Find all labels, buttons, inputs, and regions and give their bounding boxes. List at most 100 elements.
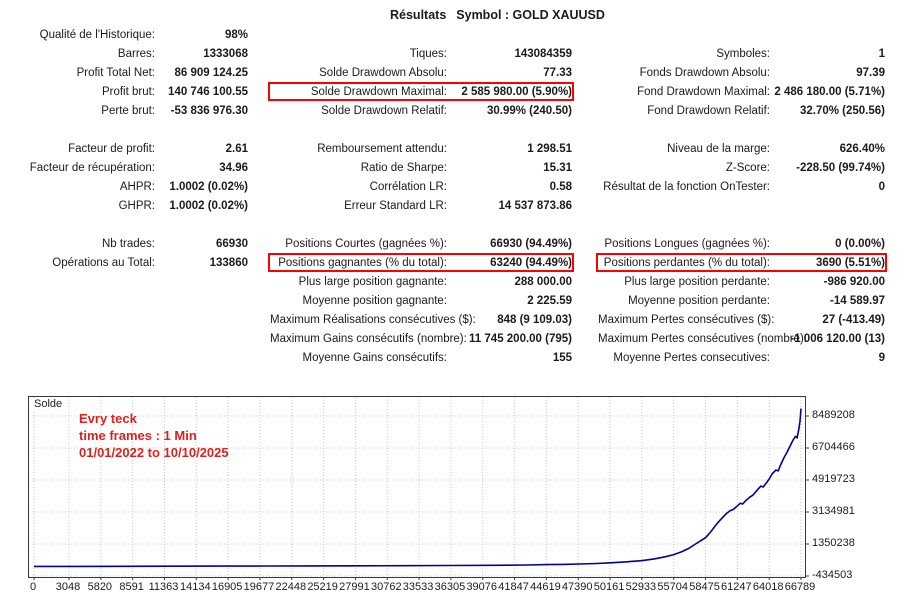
stat-cell: Facteur de récupération: 34.96	[5, 158, 250, 177]
stat-value: 2 225.59	[527, 294, 572, 307]
x-axis-tick-label: 0	[29, 581, 37, 593]
highlighted-stat: Positions gagnantes (% du total): 63240 (…	[268, 253, 574, 272]
stat-label: Positions Longues (gagnées %):	[604, 237, 770, 250]
stat-label: Ratio de Sharpe:	[360, 161, 447, 174]
y-axis-tick-label: -434503	[812, 569, 853, 581]
x-axis-tick-label: 25219	[307, 581, 338, 593]
stats-table: Qualité de l'Historique: 98% Barres: 133306…	[0, 25, 914, 367]
stat-row: Qualité de l'Historique: 98%	[0, 25, 914, 44]
stat-cell: Plus large position gagnante: 288 000.00	[268, 272, 574, 291]
stat-cell: Facteur de profit: 2.61	[5, 139, 250, 158]
stat-value: 1 298.51	[527, 142, 572, 155]
stat-label: Plus large position perdante:	[624, 275, 770, 288]
stat-label: Positions perdantes (% du total):	[603, 256, 770, 269]
stat-label: Positions Courtes (gagnées %):	[285, 237, 447, 250]
balance-line	[34, 408, 802, 568]
stat-value: 77.33	[543, 66, 572, 79]
stat-row: Profit Total Net: 86 909 124.25 Solde Draw…	[0, 63, 914, 82]
stat-value: 86 909 124.25	[174, 66, 248, 79]
stat-value: -1 006 120.00 (13)	[790, 332, 885, 345]
stat-label: Maximum Pertes consécutives ($):	[598, 313, 775, 326]
x-axis-tick-label: 64018	[752, 581, 784, 593]
stat-row: Maximum Gains consécutifs (nombre): 11 74…	[0, 329, 914, 348]
stat-label: Fonds Drawdown Absolu:	[639, 66, 770, 79]
stat-value: 63240 (94.49%)	[490, 256, 572, 269]
stat-value: -228.50 (99.74%)	[796, 161, 885, 174]
stat-label: Fond Drawdown Relatif:	[647, 104, 770, 117]
stat-cell: Maximum Pertes consécutives ($): 27 (-413…	[596, 310, 887, 329]
x-axis-tick-label: 44619	[530, 581, 561, 593]
x-axis-tick-label: 8591	[119, 581, 144, 593]
stat-label: Perte brut:	[101, 104, 155, 117]
x-axis-tick-label: 30762	[370, 581, 402, 593]
stat-label: Solde Drawdown Relatif:	[321, 104, 447, 117]
stat-row: AHPR: 1.0002 (0.02%) Corrélation LR: 0.58 Ré…	[0, 177, 914, 196]
stat-label: Solde Drawdown Maximal:	[310, 85, 447, 98]
stat-value: 27 (-413.49)	[822, 313, 885, 326]
x-axis-tick-label: 11363	[148, 581, 179, 593]
stat-value: 288 000.00	[514, 275, 572, 288]
balance-line-plot	[29, 397, 809, 580]
stat-label: AHPR:	[119, 180, 155, 193]
stat-label: Facteur de profit:	[68, 142, 155, 155]
stat-value: 34.96	[219, 161, 248, 174]
stat-cell: Qualité de l'Historique: 98%	[5, 25, 250, 44]
x-axis-tick-label: 33533	[402, 581, 434, 593]
stat-spacer	[0, 215, 914, 234]
stat-label: Moyenne Gains consécutifs:	[302, 351, 447, 364]
stat-value: 2.61	[225, 142, 248, 155]
stat-cell: Positions Longues (gagnées %): 0 (0.00%)	[596, 234, 887, 253]
stat-label: Maximum Gains consécutifs (nombre):	[270, 332, 467, 345]
stat-value: 2 486 180.00 (5.71%)	[774, 85, 885, 98]
stat-value: 0.58	[549, 180, 572, 193]
stat-cell: Moyenne position perdante: -14 589.97	[596, 291, 887, 310]
stat-value: 1333068	[203, 47, 248, 60]
stat-cell: Remboursement attendu: 1 298.51	[268, 139, 574, 158]
stat-cell: Barres: 1333068	[5, 44, 250, 63]
stat-value: 0 (0.00%)	[835, 237, 885, 250]
highlighted-stat: Positions perdantes (% du total): 3690 (5…	[596, 253, 887, 272]
stat-value: -53 836 976.30	[170, 104, 248, 117]
stat-label: Erreur Standard LR:	[344, 199, 447, 212]
stat-value: 11 745 200.00 (795)	[469, 332, 572, 345]
stat-value: 66930 (94.49%)	[490, 237, 572, 250]
x-axis-tick-label: 41847	[498, 581, 529, 593]
stat-label: Niveau de la marge:	[667, 142, 770, 155]
y-axis-tick-label: 1350238	[812, 537, 855, 549]
stat-cell: Solde Drawdown Relatif: 30.99% (240.50)	[268, 101, 574, 120]
stat-value: 14 537 873.86	[498, 199, 572, 212]
y-axis-tick-label: 8489208	[812, 408, 855, 421]
stat-value: 626.40%	[839, 142, 885, 155]
stat-cell: Z-Score: -228.50 (99.74%)	[596, 158, 887, 177]
y-axis-tick-label: 3134981	[812, 505, 855, 517]
x-axis-tick-label: 16905	[211, 581, 243, 593]
stat-label: Positions gagnantes (% du total):	[278, 256, 447, 269]
stat-label: Maximum Pertes consécutives (nombre):	[598, 332, 807, 345]
stat-label: Fond Drawdown Maximal:	[637, 85, 770, 98]
stat-cell: Perte brut: -53 836 976.30	[5, 101, 250, 120]
stat-cell: Fond Drawdown Maximal: 2 486 180.00 (5.71…	[596, 82, 887, 101]
stat-cell: Profit Total Net: 86 909 124.25	[5, 63, 250, 82]
stat-value: 98%	[224, 28, 248, 41]
stat-row: Barres: 1333068 Tiques: 143084359 Symboles: 1	[0, 44, 914, 63]
stat-cell: Opérations au Total: 133860	[5, 253, 250, 272]
stat-value: 30.99% (240.50)	[486, 104, 572, 117]
stat-row: Facteur de profit: 2.61 Remboursement atte…	[0, 139, 914, 158]
chart-annotation: Evry teck time frames : 1 Min 01/01/2022…	[79, 410, 229, 461]
stat-row: Plus large position gagnante: 288 000.00 P…	[0, 272, 914, 291]
stat-row: Nb trades: 66930 Positions Courtes (gagnée…	[0, 234, 914, 253]
stat-cell: Maximum Gains consécutifs (nombre): 11 74…	[268, 329, 574, 348]
stat-label: Symboles:	[716, 47, 770, 60]
stat-label: Moyenne position perdante:	[628, 294, 770, 307]
stat-row: Moyenne Gains consécutifs: 155 Moyenne Per…	[0, 348, 914, 367]
stat-row: Opérations au Total: 133860 Positions gagn…	[0, 253, 914, 272]
stat-value: 133860	[209, 256, 248, 269]
stat-row: Perte brut: -53 836 976.30 Solde Drawdown …	[0, 101, 914, 120]
x-axis-tick-label: 55704	[657, 581, 688, 593]
stat-cell: Erreur Standard LR: 14 537 873.86	[268, 196, 574, 215]
stat-label: Profit brut:	[101, 85, 155, 98]
y-axis-tick-label: 6704466	[812, 440, 855, 453]
x-axis-tick-label: 36305	[434, 581, 466, 593]
stat-value: 9	[878, 351, 885, 364]
stat-cell: Nb trades: 66930	[5, 234, 250, 253]
